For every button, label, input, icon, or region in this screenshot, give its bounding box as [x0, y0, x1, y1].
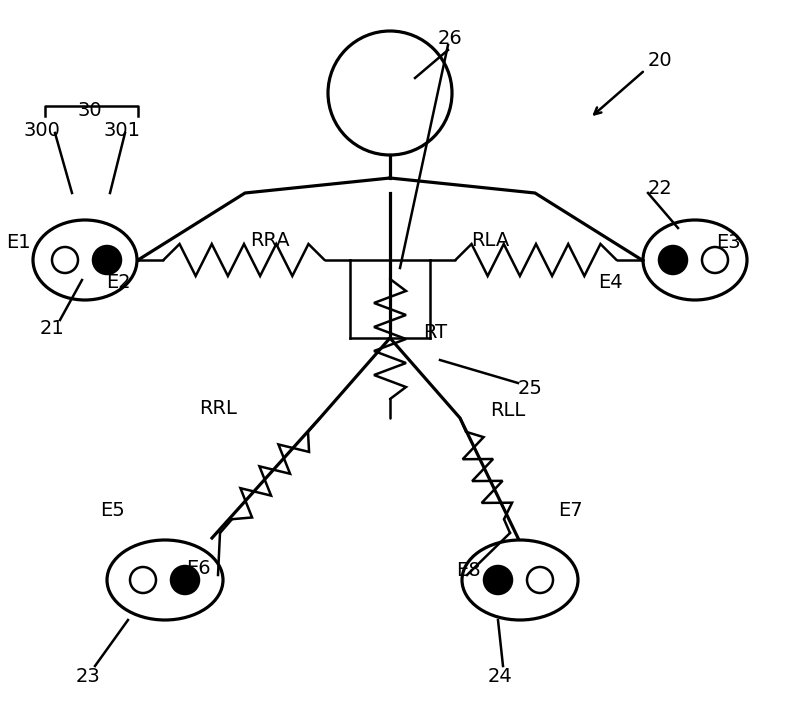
- Text: 21: 21: [40, 319, 64, 338]
- Text: E2: E2: [106, 274, 130, 293]
- Circle shape: [702, 247, 728, 273]
- Text: 25: 25: [518, 379, 542, 397]
- Text: 26: 26: [438, 28, 462, 47]
- Circle shape: [93, 246, 121, 274]
- Text: 24: 24: [488, 667, 512, 686]
- Text: E7: E7: [558, 501, 582, 520]
- Text: 301: 301: [103, 121, 141, 140]
- Text: RT: RT: [423, 323, 447, 342]
- Text: E8: E8: [456, 561, 480, 579]
- Circle shape: [130, 567, 156, 593]
- Text: 20: 20: [648, 50, 672, 69]
- Text: E1: E1: [6, 234, 30, 253]
- Text: RLA: RLA: [471, 231, 509, 250]
- Circle shape: [171, 566, 199, 594]
- Text: RRL: RRL: [199, 398, 237, 417]
- Text: E6: E6: [186, 558, 210, 577]
- Text: 23: 23: [76, 667, 100, 686]
- Text: E5: E5: [100, 501, 124, 520]
- Circle shape: [659, 246, 687, 274]
- Text: RLL: RLL: [490, 400, 526, 419]
- Text: E3: E3: [716, 234, 740, 253]
- Circle shape: [484, 566, 512, 594]
- Text: E4: E4: [598, 274, 622, 293]
- Circle shape: [527, 567, 553, 593]
- Text: 22: 22: [648, 178, 672, 197]
- Circle shape: [52, 247, 78, 273]
- Text: RRA: RRA: [250, 231, 290, 250]
- Text: 300: 300: [23, 121, 61, 140]
- Text: 30: 30: [78, 100, 102, 119]
